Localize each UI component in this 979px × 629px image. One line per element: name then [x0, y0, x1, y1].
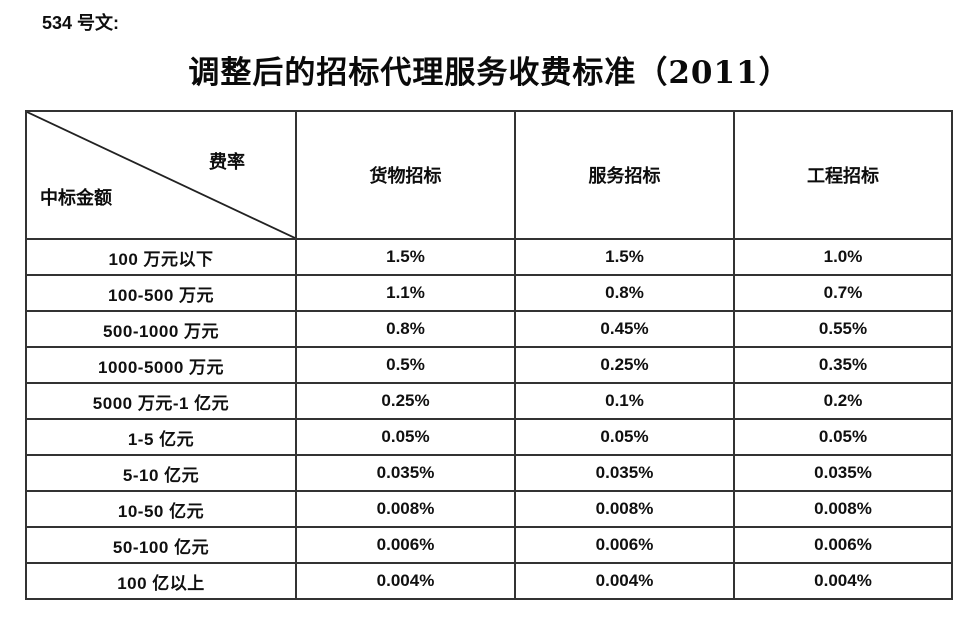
fee-rate-value: 1.5% — [295, 238, 516, 276]
row-label-amount-range: 1-5 亿元 — [25, 418, 297, 456]
row-label-amount-range: 50-100 亿元 — [25, 526, 297, 564]
header-row: 费率 中标金额 货物招标 服务招标 工程招标 — [25, 110, 953, 240]
fee-rate-value: 0.55% — [733, 310, 953, 348]
column-header-goods-bidding: 货物招标 — [295, 110, 516, 240]
row-label-amount-range: 1000-5000 万元 — [25, 346, 297, 384]
diagonal-header-cell: 费率 中标金额 — [25, 110, 297, 240]
fee-rate-value: 0.004% — [295, 562, 516, 600]
fee-rate-value: 0.05% — [514, 418, 735, 456]
table-row: 50-100 亿元 0.006% 0.006% 0.006% — [25, 526, 953, 564]
fee-rate-value: 0.035% — [295, 454, 516, 492]
fee-rate-value: 0.008% — [733, 490, 953, 528]
fee-rate-value: 0.05% — [733, 418, 953, 456]
fee-rate-value: 0.1% — [514, 382, 735, 420]
column-header-engineering-bidding: 工程招标 — [733, 110, 953, 240]
fee-rate-value: 0.004% — [733, 562, 953, 600]
doc-number-label: 534 号文: — [42, 13, 120, 33]
fee-table: 费率 中标金额 货物招标 服务招标 工程招标 100 万元以下 1.5% 1.5% 1… — [25, 110, 953, 600]
fee-rate-value: 0.008% — [514, 490, 735, 528]
table-row: 500-1000 万元 0.8% 0.45% 0.55% — [25, 310, 953, 348]
row-label-amount-range: 5000 万元-1 亿元 — [25, 382, 297, 420]
table-row: 5-10 亿元 0.035% 0.035% 0.035% — [25, 454, 953, 492]
fee-rate-value: 0.35% — [733, 346, 953, 384]
corner-label-fee-rate: 费率 — [209, 152, 245, 173]
fee-rate-value: 0.006% — [514, 526, 735, 564]
fee-rate-value: 0.8% — [514, 274, 735, 312]
table-row: 1000-5000 万元 0.5% 0.25% 0.35% — [25, 346, 953, 384]
fee-rate-value: 0.035% — [514, 454, 735, 492]
row-label-amount-range: 100 亿以上 — [25, 562, 297, 600]
table-row: 100 万元以下 1.5% 1.5% 1.0% — [25, 238, 953, 276]
page-title: 调整后的招标代理服务收费标准（2011） — [188, 55, 791, 91]
fee-rate-value: 0.004% — [514, 562, 735, 600]
row-label-amount-range: 5-10 亿元 — [25, 454, 297, 492]
row-label-amount-range: 10-50 亿元 — [25, 490, 297, 528]
fee-rate-value: 0.5% — [295, 346, 516, 384]
fee-rate-value: 0.05% — [295, 418, 516, 456]
table-row: 10-50 亿元 0.008% 0.008% 0.008% — [25, 490, 953, 528]
fee-rate-value: 0.006% — [295, 526, 516, 564]
table-row: 5000 万元-1 亿元 0.25% 0.1% 0.2% — [25, 382, 953, 420]
fee-rate-value: 0.25% — [514, 346, 735, 384]
diagonal-line — [27, 112, 295, 238]
fee-rate-value: 0.006% — [733, 526, 953, 564]
fee-rate-value: 1.5% — [514, 238, 735, 276]
fee-rate-value: 0.8% — [295, 310, 516, 348]
fee-rate-value: 1.1% — [295, 274, 516, 312]
corner-label-bid-amount: 中标金额 — [40, 188, 112, 209]
fee-rate-value: 1.0% — [733, 238, 953, 276]
fee-rate-value: 0.45% — [514, 310, 735, 348]
fee-rate-value: 0.008% — [295, 490, 516, 528]
fee-rate-value: 0.25% — [295, 382, 516, 420]
table-row: 100-500 万元 1.1% 0.8% 0.7% — [25, 274, 953, 312]
table-row: 100 亿以上 0.004% 0.004% 0.004% — [25, 562, 953, 600]
column-header-service-bidding: 服务招标 — [514, 110, 735, 240]
fee-rate-value: 0.035% — [733, 454, 953, 492]
fee-rate-value: 0.7% — [733, 274, 953, 312]
row-label-amount-range: 100 万元以下 — [25, 238, 297, 276]
row-label-amount-range: 100-500 万元 — [25, 274, 297, 312]
row-label-amount-range: 500-1000 万元 — [25, 310, 297, 348]
table-row: 1-5 亿元 0.05% 0.05% 0.05% — [25, 418, 953, 456]
fee-rate-value: 0.2% — [733, 382, 953, 420]
